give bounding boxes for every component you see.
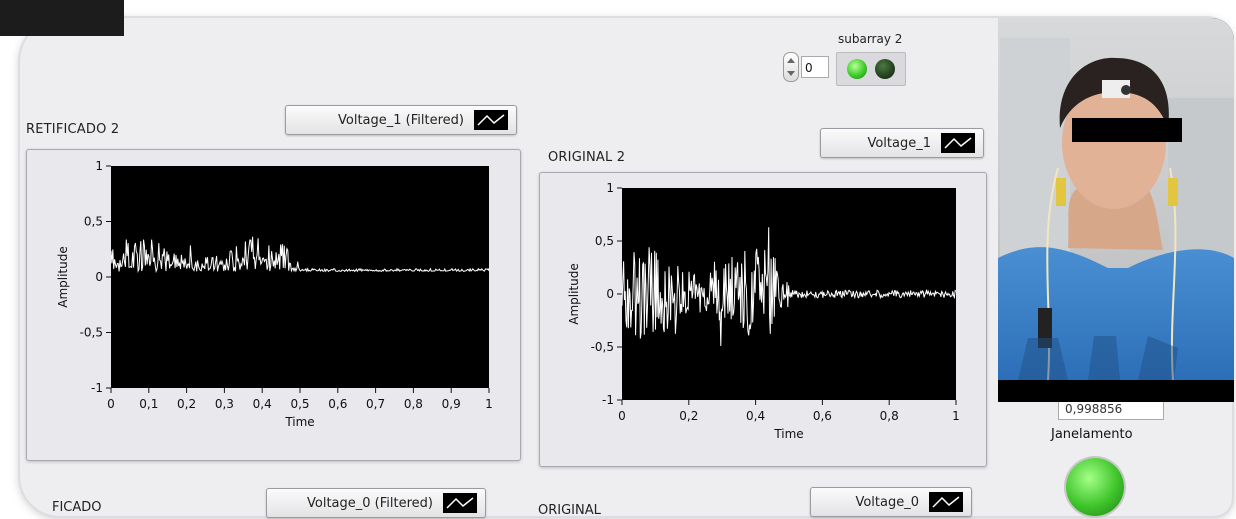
y-tick-label: 1 [95,159,103,173]
x-tick-label: 0 [618,409,626,423]
graph-title-retificado: FICADO [52,500,102,515]
legend-voltage-0-filtered[interactable]: Voltage_0 (Filtered) [266,488,486,518]
waveform-graph-retificado-2[interactable]: 1 0,5 0 -0,5 -1 0 0,1 0,2 0,3 0,4 0,5 0,6 0,7 0,8 0,9 1… [26,149,521,461]
y-tick-label: 1 [606,181,614,195]
subarray-index-control[interactable]: 0 [783,52,829,82]
graph-title-retificado-2: RETIFICADO 2 [26,122,120,137]
plot-line-icon [474,110,508,130]
waveform-graph-original-2[interactable]: 1 0,5 0 -0,5 -1 0 0,2 0,4 0,6 0,8 1 Time Amplitude [539,172,987,467]
y-tick-label: -1 [602,393,614,407]
signal-trace [110,236,490,274]
y-tick-label: -1 [91,381,103,395]
y-tick-label: -0,5 [80,326,103,340]
plot-line-icon [929,492,963,512]
janelamento-led-indicator [1066,458,1124,516]
led-indicator-on [847,59,867,79]
x-tick-label: 0,8 [880,409,899,423]
y-tick-label: -0,5 [591,340,614,354]
y-tick-label: 0 [95,270,103,284]
x-tick-label: 0,3 [215,397,234,411]
plot-area [111,166,489,388]
legend-voltage-0[interactable]: Voltage_0 [810,487,972,517]
y-axis-label: Amplitude [567,263,581,325]
plot-line-icon [443,493,477,513]
subarray-index-field[interactable]: 0 [801,56,829,78]
x-tick-label: 0,4 [746,409,765,423]
legend-label: Voltage_1 [867,135,931,151]
graph-title-original-2: ORIGINAL 2 [548,150,626,165]
x-tick-label: 0,9 [442,397,461,411]
x-tick-label: 0,1 [139,397,158,411]
x-tick-label: 0 [107,397,115,411]
x-tick-label: 0,6 [813,409,832,423]
person-with-electrodes-image [998,18,1234,402]
y-axis-label: Amplitude [56,246,70,308]
legend-voltage-1[interactable]: Voltage_1 [820,128,984,158]
led-indicator-off [875,59,895,79]
x-tick-label: 1 [952,409,960,423]
x-tick-label: 0,2 [177,397,196,411]
x-tick-label: 0,7 [366,397,385,411]
x-tick-label: 0,5 [290,397,309,411]
background-window-edge [0,0,124,36]
graph-title-original: ORIGINAL [538,503,601,518]
x-tick-label: 0,6 [328,397,347,411]
legend-label: Voltage_0 [855,494,919,510]
x-tick-label: 1 [485,397,493,411]
janelamento-label: Janelamento [1051,427,1133,442]
y-tick-label: 0 [606,287,614,301]
y-tick-label: 0,5 [84,215,103,229]
spin-arrows-icon[interactable] [783,52,799,82]
x-tick-label: 0,2 [679,409,698,423]
graph-canvas: 1 0,5 0 -0,5 -1 0 0,2 0,4 0,6 0,8 1 Time Amplitude [567,181,960,441]
graph-canvas: 1 0,5 0 -0,5 -1 0 0,1 0,2 0,3 0,4 0,5 0,6 0,7 0,8 0,9 1… [56,159,493,429]
x-tick-label: 0,8 [404,397,423,411]
x-tick-label: 0,4 [253,397,272,411]
y-tick-label: 0,5 [595,234,614,248]
subarray-led-array [836,52,906,86]
webcam-video-feed [998,18,1234,402]
x-axis-label: Time [284,415,314,429]
subarray-label: subarray 2 [838,32,903,46]
plot-line-icon [941,133,975,153]
x-axis-label: Time [773,427,803,441]
legend-label: Voltage_0 (Filtered) [307,495,433,511]
signal-trace [621,227,957,347]
legend-voltage-1-filtered[interactable]: Voltage_1 (Filtered) [285,105,517,135]
legend-label: Voltage_1 (Filtered) [338,112,464,128]
